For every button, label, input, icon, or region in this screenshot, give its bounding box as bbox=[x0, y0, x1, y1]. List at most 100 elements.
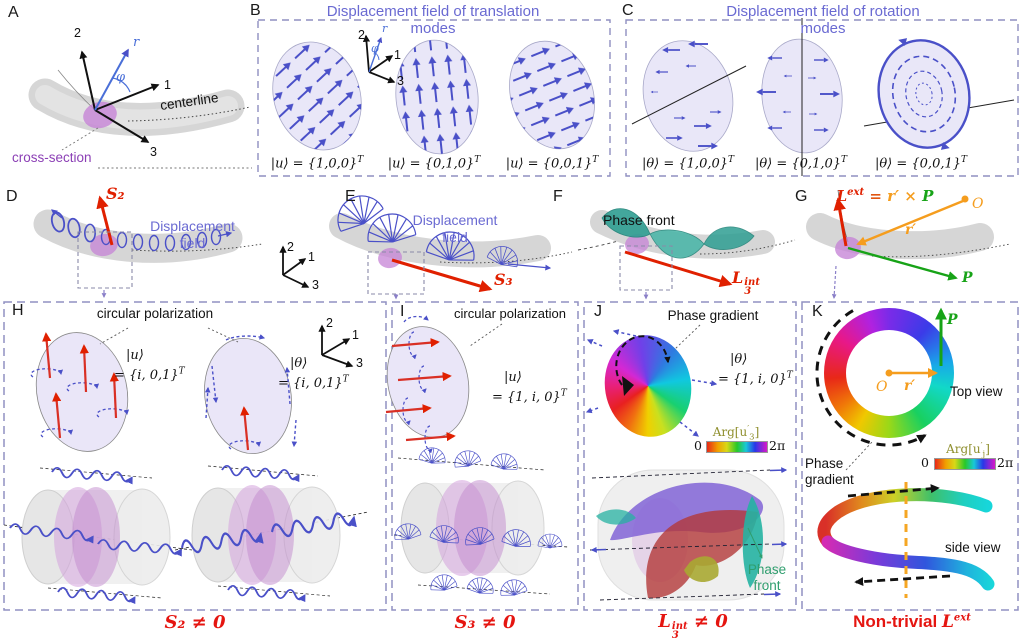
s3-arrow bbox=[391, 258, 493, 293]
h-theta-ket-label: |θ⟩ = {i, 0,1}T bbox=[278, 356, 349, 392]
h-circ-pol-label: circular polarization bbox=[96, 306, 214, 321]
axis-1-label: 1 bbox=[164, 78, 171, 92]
panel-c-title: Displacement field of rotation modes bbox=[726, 3, 920, 37]
axis-2-label: 2 bbox=[287, 240, 294, 254]
panel-f-label: F bbox=[553, 188, 563, 205]
s2-label: S₂ bbox=[106, 184, 125, 203]
mode-label-u1: |u⟩ = {1,0,0}T bbox=[270, 155, 364, 172]
panel-i-label: I bbox=[400, 303, 405, 320]
cross-section-label: cross-section bbox=[12, 150, 92, 165]
h-cylinder-left bbox=[3, 468, 193, 602]
panel-d-zoom-box bbox=[77, 231, 133, 289]
row3-graphic bbox=[3, 301, 1019, 611]
h-caption: S₂ ≠ 0 bbox=[164, 612, 226, 633]
h-leaders bbox=[99, 327, 239, 345]
axis-1-label: 1 bbox=[352, 328, 359, 342]
phi-label: φ bbox=[116, 70, 126, 85]
axis-2-label: 2 bbox=[326, 316, 333, 330]
panel-j-label: J bbox=[594, 303, 602, 320]
j-phase-gradient-label: Phase gradient bbox=[667, 308, 759, 323]
panel-a-label: A bbox=[8, 4, 19, 21]
k-colorbar-min: 0 bbox=[921, 455, 929, 470]
panel-d-field-label: Displacement field bbox=[150, 218, 235, 251]
panel-e-helix-fans bbox=[328, 186, 552, 271]
axis-3-label: 3 bbox=[397, 74, 404, 88]
i-cylinder bbox=[392, 445, 569, 598]
s3-label: S₃ bbox=[494, 270, 513, 289]
h-cylinder-right bbox=[174, 466, 369, 600]
mode-label-u2: |u⟩ = {0,1,0}T bbox=[387, 155, 481, 172]
axis-3-label: 3 bbox=[150, 145, 157, 159]
axis-1-label: 1 bbox=[308, 250, 315, 264]
h-u-ket-label: |u⟩ = {i, 0,1}T bbox=[114, 348, 185, 384]
axes-arrows bbox=[79, 50, 160, 143]
k-side-view bbox=[817, 482, 995, 598]
j-colorbar-max: 2π bbox=[769, 438, 786, 453]
axes-arrows-d bbox=[279, 245, 310, 288]
mode-label-u3: |u⟩ = {0,0,1}T bbox=[505, 155, 599, 172]
lext-arrow bbox=[833, 197, 848, 247]
mode-ellipse-u3 bbox=[509, 40, 595, 150]
i-ellipse bbox=[385, 315, 503, 450]
j-phase-front-label: Phase front bbox=[747, 562, 787, 593]
j-colorbar-min: 0 bbox=[694, 438, 702, 453]
p-arrow bbox=[847, 246, 958, 281]
panel-b-box bbox=[257, 19, 611, 177]
rot-ellipse-1 bbox=[631, 39, 747, 152]
k-top-view bbox=[815, 307, 947, 471]
p-label: P bbox=[962, 270, 973, 286]
i-circ-pol-label: circular polarization bbox=[454, 306, 566, 321]
axes-arrows-h bbox=[318, 324, 354, 368]
j-helicoid bbox=[589, 467, 788, 601]
axis-3-label: 3 bbox=[356, 356, 363, 370]
panel-g-down-arrow bbox=[831, 265, 837, 299]
axis-3-label: 3 bbox=[312, 278, 319, 292]
panel-f-title: Phase front bbox=[603, 212, 675, 228]
mode-label-th3: |θ⟩ = {0,0,1}T bbox=[874, 155, 968, 172]
k-colorbar-max: 2π bbox=[997, 455, 1014, 470]
panel-e-label: E bbox=[345, 188, 356, 205]
panel-d-coil bbox=[48, 209, 233, 252]
k-caption: Non-trivial Lext bbox=[853, 612, 971, 632]
r-axis-arrow bbox=[368, 36, 383, 73]
mode-label-th1: |θ⟩ = {1,0,0}T bbox=[641, 155, 735, 172]
k-top-view-label: Top view bbox=[950, 384, 1003, 399]
panel-b-graphic bbox=[257, 19, 611, 177]
panel-c-label: C bbox=[622, 2, 634, 19]
row2-graphic bbox=[33, 186, 1011, 300]
k-p-label: P bbox=[947, 312, 958, 328]
i-caption: S₃ ≠ 0 bbox=[454, 612, 516, 633]
panel-h-label: H bbox=[12, 302, 24, 319]
axis-1-label: 1 bbox=[394, 48, 401, 62]
mode-label-th2: |θ⟩ = {0,1,0}T bbox=[754, 155, 848, 172]
k-colorbar bbox=[934, 458, 996, 470]
h-left-ellipse bbox=[26, 332, 129, 452]
axis-2-label: 2 bbox=[74, 26, 81, 40]
panel-e-field-label: Displacement field bbox=[412, 212, 498, 245]
s2-arrow bbox=[96, 195, 114, 246]
phi-arc bbox=[373, 51, 380, 61]
panel-k-label: K bbox=[812, 303, 823, 320]
panel-d-label: D bbox=[6, 188, 18, 205]
l3int-arrow bbox=[624, 250, 733, 288]
panel-f-zoom-box bbox=[619, 245, 673, 291]
j-theta-ket-label: |θ⟩ = {1, i, 0}T bbox=[718, 352, 793, 388]
phi-arc bbox=[111, 77, 131, 93]
r-label: r bbox=[133, 35, 140, 50]
j-disk-overlay bbox=[585, 324, 718, 437]
panel-c-box bbox=[625, 19, 1019, 177]
panel-f-phase-front-ribbon bbox=[601, 208, 755, 259]
mode-ellipse-u1 bbox=[272, 41, 362, 151]
k-side-view-label: side view bbox=[945, 540, 1001, 555]
r-prime-arrow bbox=[856, 199, 964, 246]
panel-c-graphic bbox=[625, 18, 1019, 177]
j-colorbar bbox=[706, 441, 768, 453]
r-prime-label: r′ bbox=[905, 222, 917, 238]
rot-ellipse-3 bbox=[863, 38, 1015, 150]
panel-a-graphic bbox=[28, 48, 252, 169]
axes-arrows bbox=[362, 34, 396, 84]
origin-o-label: O bbox=[972, 196, 984, 212]
